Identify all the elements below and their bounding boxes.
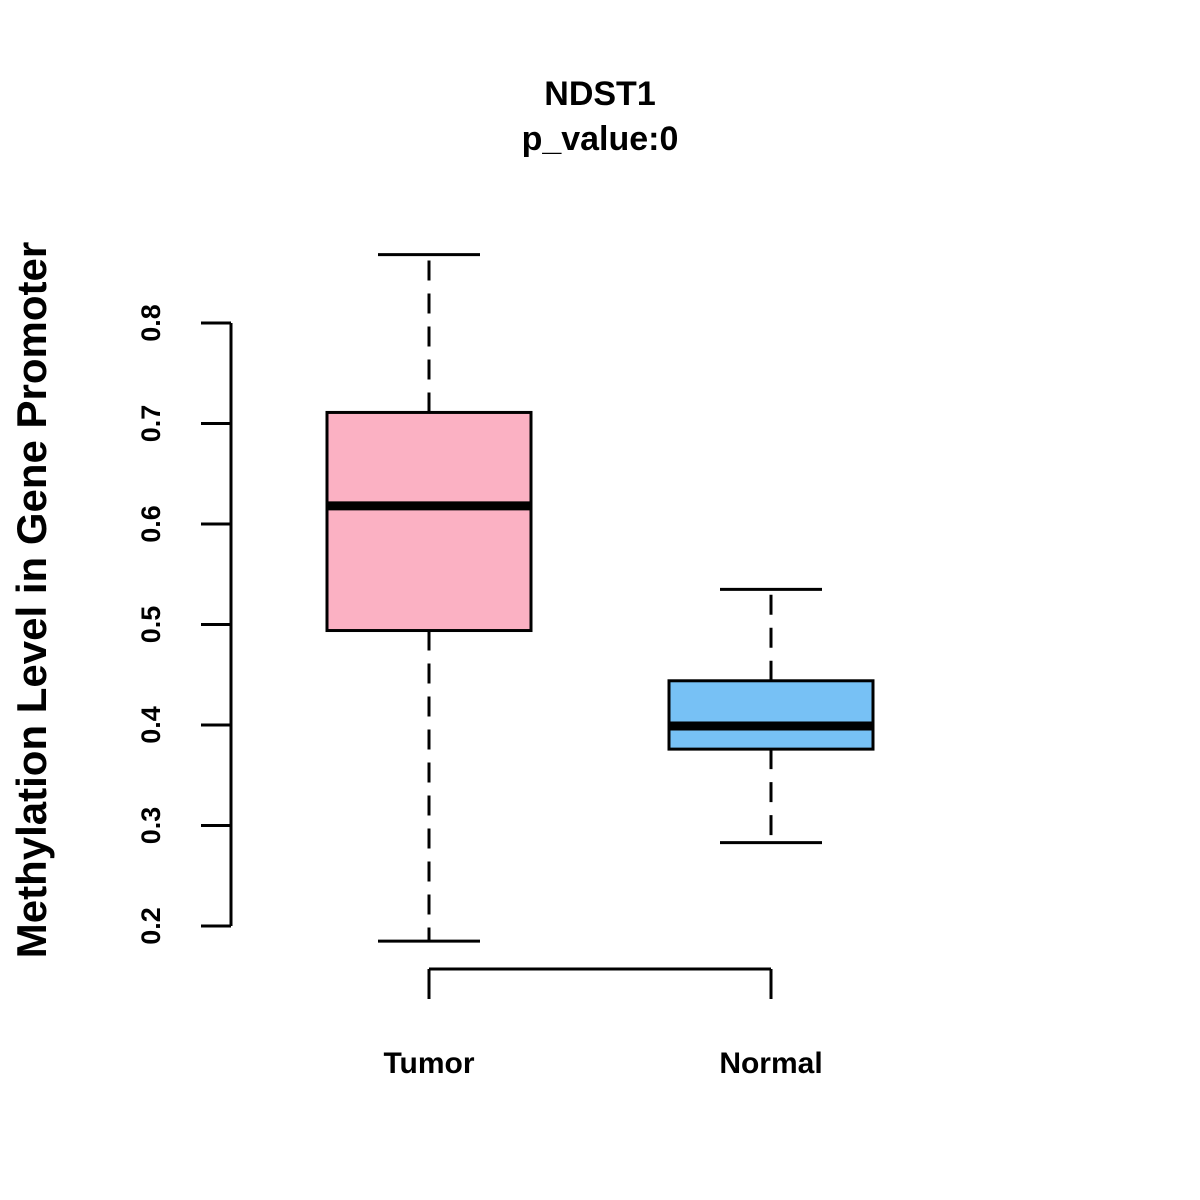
box-group — [325, 253, 875, 943]
box-normal — [667, 587, 875, 845]
y-axis-label: Methylation Level in Gene Promoter — [8, 242, 55, 958]
y-tick-label: 0.2 — [136, 907, 166, 945]
y-tick-label: 0.4 — [136, 706, 166, 744]
y-tick-label: 0.3 — [136, 807, 166, 845]
y-tick-label: 0.5 — [136, 606, 166, 644]
x-axis: Tumor Normal — [383, 967, 823, 1080]
x-tick-label: Tumor — [383, 1047, 474, 1080]
y-tick-label: 0.6 — [136, 505, 166, 543]
chart-title: NDST1 — [544, 75, 655, 113]
x-tick-label: Normal — [719, 1047, 822, 1080]
chart-subtitle: p_value:0 — [522, 120, 679, 158]
iqr-box — [667, 679, 875, 751]
y-tick-label: 0.7 — [136, 405, 166, 443]
iqr-box — [325, 410, 533, 633]
box-tumor — [325, 253, 533, 943]
y-axis: 0.2 0.3 0.4 0.5 0.6 0.7 0.8 — [136, 304, 233, 945]
y-tick-label: 0.8 — [136, 304, 166, 342]
